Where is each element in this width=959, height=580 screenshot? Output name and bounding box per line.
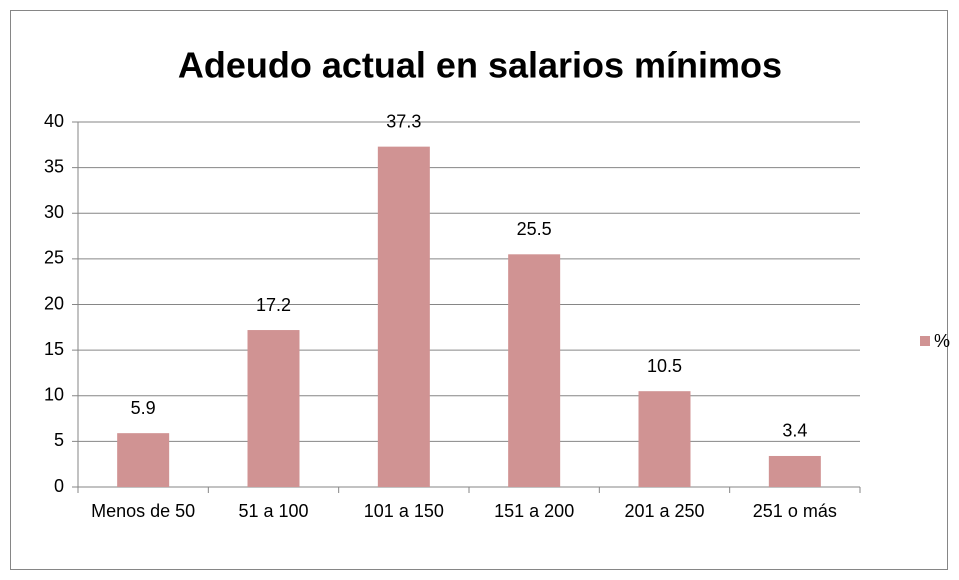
x-tick-label-box: 201 a 250 xyxy=(624,501,705,521)
x-tick-label: 151 a 200 xyxy=(494,501,575,521)
data-label: 10.5 xyxy=(647,356,682,376)
data-label: 3.4 xyxy=(782,421,807,441)
x-tick-label-box: 151 a 200 xyxy=(494,501,575,521)
legend-label: % xyxy=(934,331,950,351)
bar xyxy=(638,391,691,487)
x-tick-label: 201 a 250 xyxy=(624,501,705,521)
x-tick-label: 101 a 150 xyxy=(363,501,444,521)
bar xyxy=(247,330,300,487)
y-tick-label: 5 xyxy=(54,430,64,450)
data-label: 37.3 xyxy=(386,111,421,131)
data-label: 17.2 xyxy=(256,295,291,315)
x-tick-label-box: 101 a 150 xyxy=(363,501,444,521)
y-tick-label: 0 xyxy=(54,476,64,496)
chart-title: Adeudo actual en salarios mínimos xyxy=(178,45,782,86)
legend-swatch xyxy=(920,336,930,346)
y-tick-label: 10 xyxy=(44,385,64,405)
x-tick-label-box: 51 a 100 xyxy=(238,501,309,521)
x-tick-label: Menos de 50 xyxy=(91,501,196,521)
y-tick-label: 40 xyxy=(44,111,64,131)
y-tick-label: 35 xyxy=(44,156,64,176)
x-tick-label-box: Menos de 50 xyxy=(91,501,196,521)
x-tick-label-box: 251 o más xyxy=(752,501,837,521)
x-tick-label: 251 o más xyxy=(752,501,837,521)
data-label: 25.5 xyxy=(517,219,552,239)
bar xyxy=(508,254,561,487)
y-tick-label: 20 xyxy=(44,293,64,313)
x-tick-label: 51 a 100 xyxy=(238,501,309,521)
data-label: 5.9 xyxy=(131,398,156,418)
bar xyxy=(377,146,430,487)
bar xyxy=(117,433,170,487)
bar xyxy=(768,455,821,487)
y-tick-label: 30 xyxy=(44,202,64,222)
y-tick-label: 15 xyxy=(44,339,64,359)
y-tick-label: 25 xyxy=(44,248,64,268)
